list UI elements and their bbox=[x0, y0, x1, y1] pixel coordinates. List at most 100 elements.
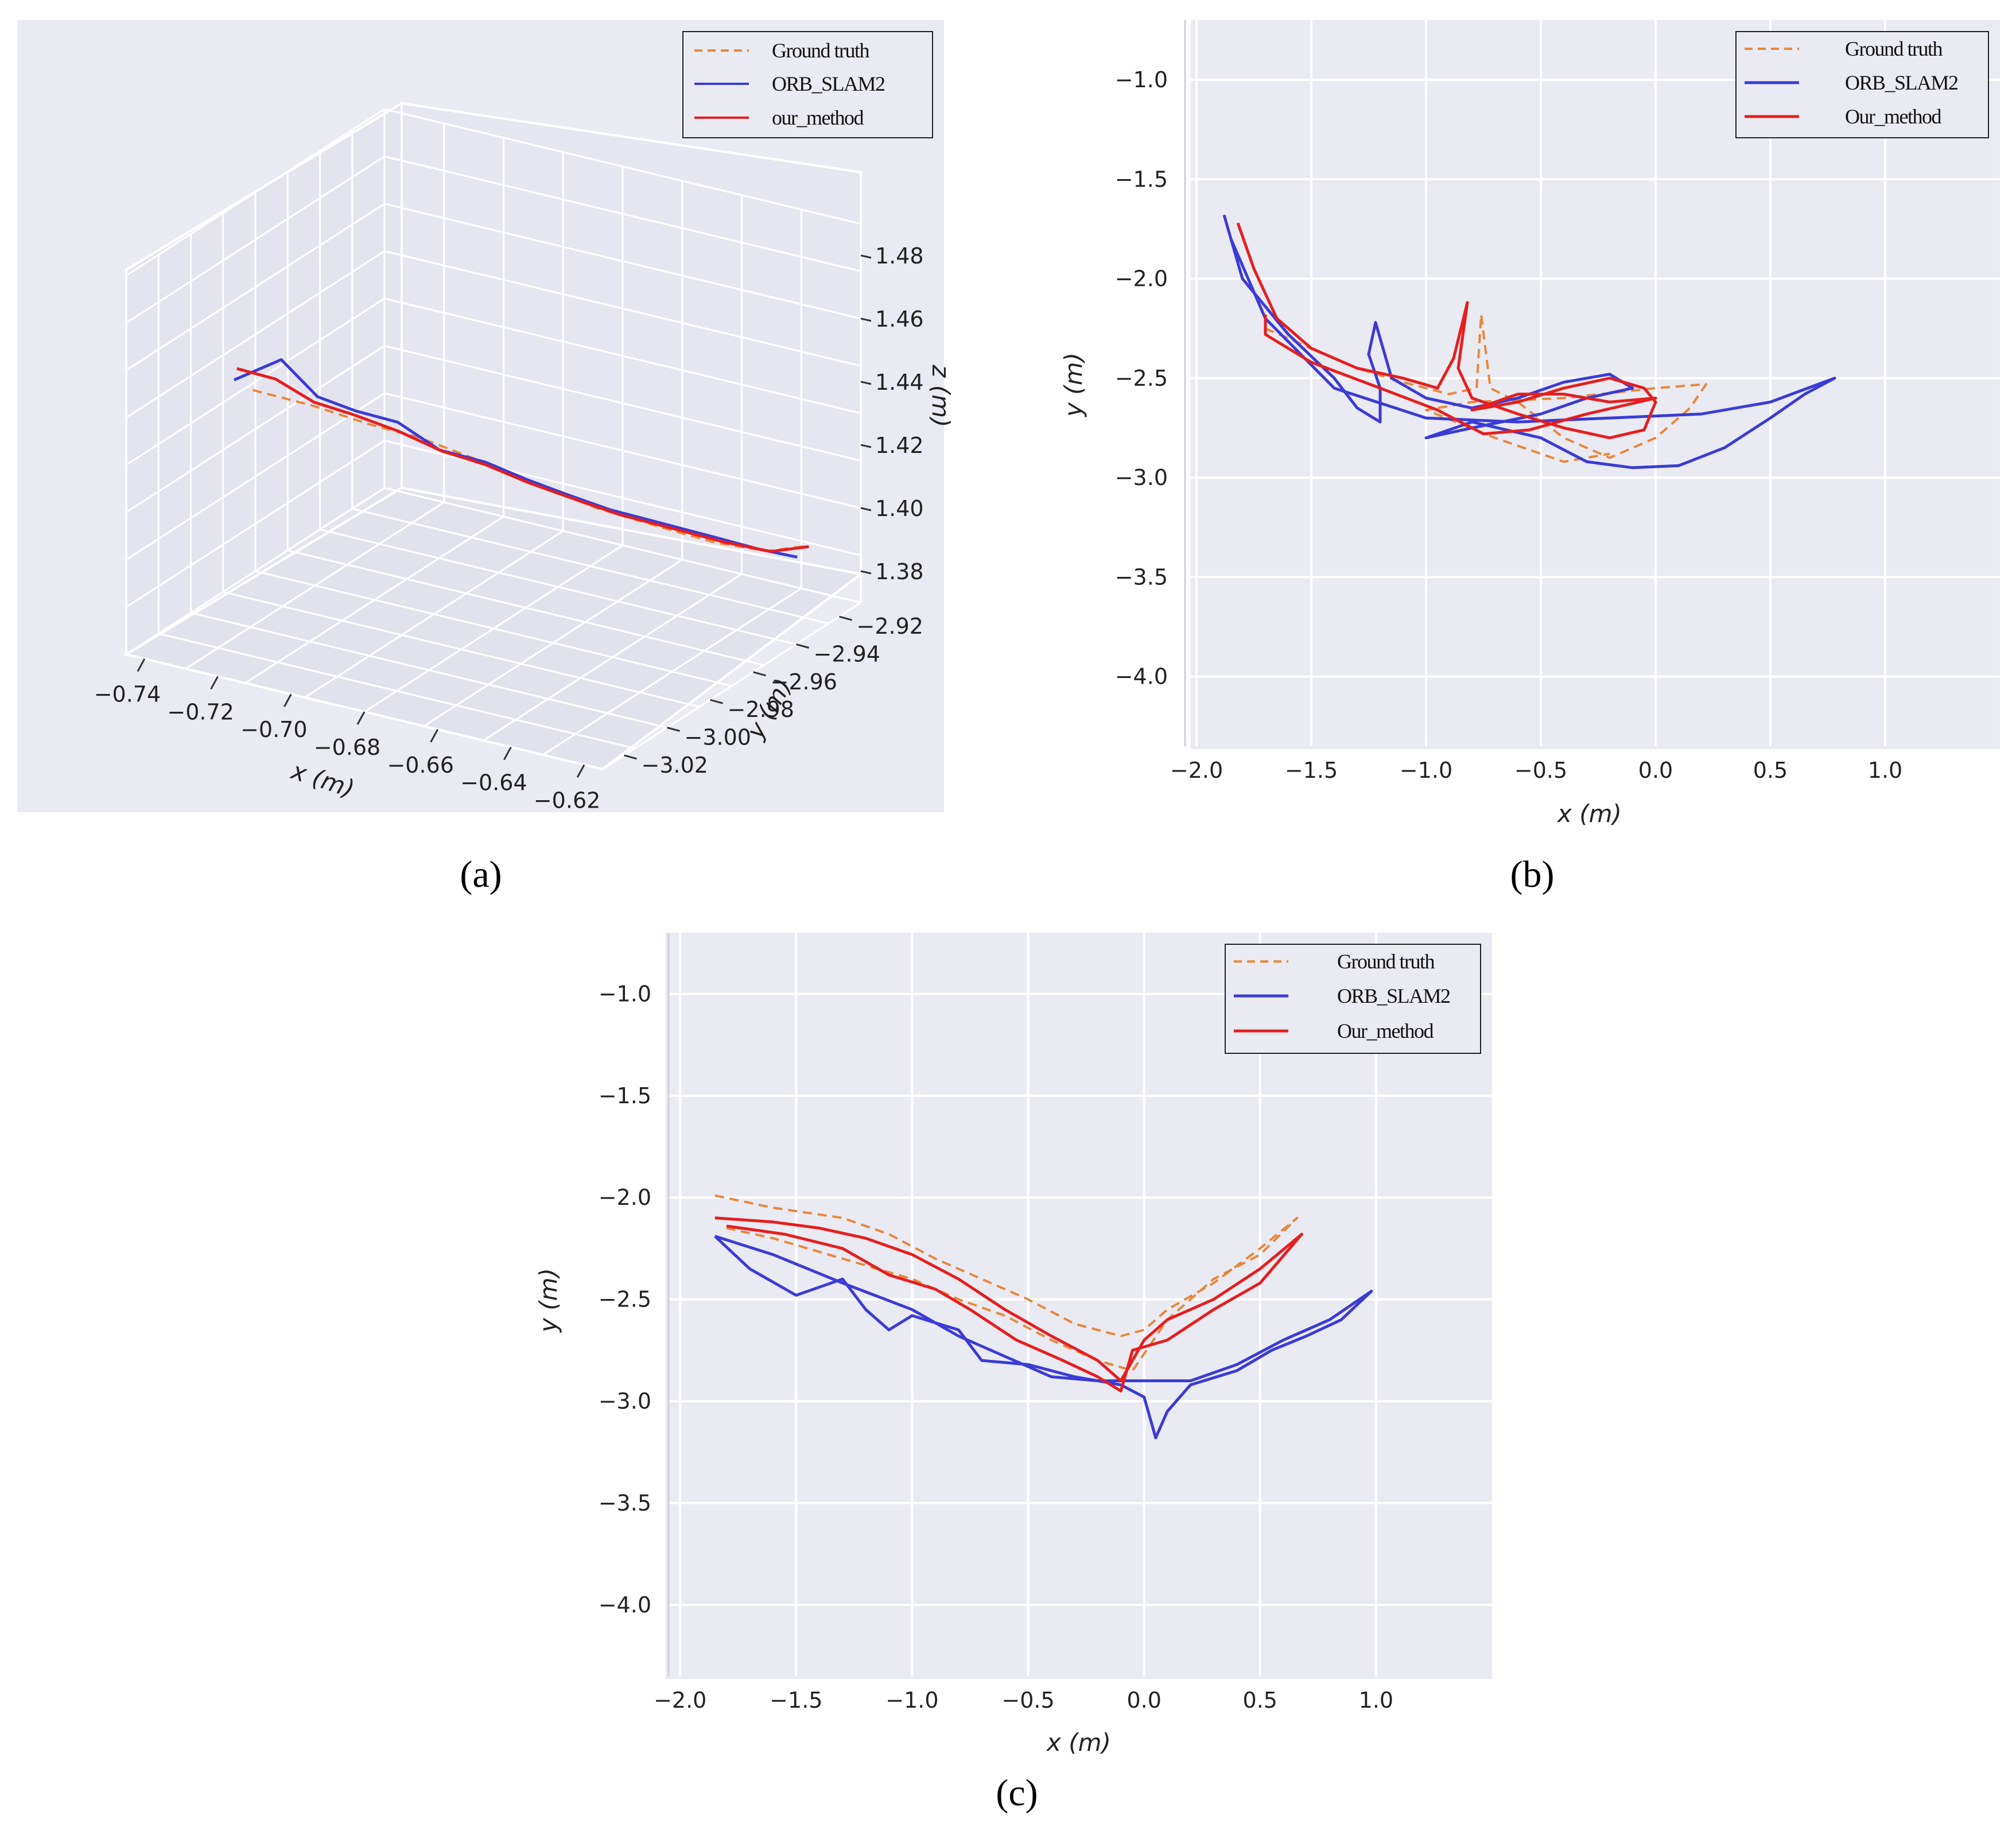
panel-a-legend: Ground truth ORB_SLAM2 our_method bbox=[682, 31, 933, 138]
floor-gridline bbox=[423, 559, 683, 727]
x-tick-label: 0.5 bbox=[1243, 1688, 1277, 1713]
x-tick-label: −2.0 bbox=[654, 1688, 706, 1713]
floor-gridline bbox=[384, 487, 861, 604]
x-tick-label: 1.0 bbox=[1868, 758, 1902, 783]
back-gridline bbox=[384, 108, 861, 225]
z-tick-mark bbox=[860, 444, 872, 448]
y-tick-label: −3.00 bbox=[685, 725, 751, 750]
x-tick-label: 0.5 bbox=[1753, 758, 1788, 783]
x-tick-mark bbox=[283, 693, 292, 707]
panel-b-xlabel: x (m) bbox=[1556, 800, 1622, 828]
panel-b-legend: Ground truth ORB_SLAM2 Our_method bbox=[1735, 31, 1989, 138]
z-tick-label: 1.42 bbox=[875, 433, 924, 458]
y-tick-label: −4.0 bbox=[599, 1592, 651, 1618]
panel-a-zlabel: z (m) bbox=[927, 364, 955, 427]
z-tick-label: 1.48 bbox=[875, 243, 924, 269]
side-gridline bbox=[126, 156, 385, 324]
side-gridline bbox=[126, 108, 385, 277]
y-tick-mark bbox=[667, 727, 680, 732]
panel-c-legend: Ground truth ORB_SLAM2 Our_method bbox=[1225, 944, 1481, 1054]
floor-gridline bbox=[255, 570, 732, 687]
x-tick-label: −0.64 bbox=[460, 770, 527, 796]
series-line-orb-slam2 bbox=[233, 358, 798, 559]
y-tick-label: −1.0 bbox=[599, 981, 651, 1006]
legend-label-ground-truth: Ground truth bbox=[1337, 950, 1435, 973]
panel-a-ticks: −0.74−0.72−0.70 −0.68 −0.66 −0.64 −0.62 −2.92… bbox=[94, 243, 924, 813]
y-tick-mark bbox=[753, 671, 766, 677]
y-tick-label: −2.96 bbox=[771, 669, 837, 695]
y-tick-label: −3.02 bbox=[642, 753, 708, 778]
panel-b-ticks: −2.0 −1.5 −1.0 −0.5 0.0 0.5 1.0 −1.0 −1.5 −2.0 −2.… bbox=[1115, 67, 1903, 783]
x-tick-label: −0.70 bbox=[240, 717, 307, 742]
x-tick-label: −2.0 bbox=[1170, 758, 1223, 783]
legend-label-orb-slam2: ORB_SLAM2 bbox=[772, 72, 885, 95]
panel-b-background bbox=[1191, 20, 2000, 749]
x-tick-label: 0.0 bbox=[1127, 1688, 1161, 1713]
x-tick-label: 0.0 bbox=[1638, 758, 1673, 783]
back-gridline bbox=[384, 203, 861, 320]
legend-label-our-method: Our_method bbox=[1845, 105, 1941, 128]
panel-c-caption: (c) bbox=[996, 1772, 1038, 1814]
x-tick-label: −0.62 bbox=[534, 788, 600, 813]
z-tick-label: 1.44 bbox=[875, 370, 924, 395]
x-tick-label: −1.0 bbox=[885, 1688, 938, 1713]
y-tick-mark bbox=[839, 615, 852, 621]
x-tick-label: −0.72 bbox=[167, 699, 234, 724]
x-tick-label: −1.5 bbox=[1285, 758, 1338, 783]
x-tick-mark bbox=[356, 711, 366, 725]
series-line-our-method bbox=[236, 367, 809, 553]
floor-gridline bbox=[352, 507, 829, 625]
z-tick-mark bbox=[860, 254, 872, 259]
y-tick-mark bbox=[624, 754, 637, 760]
series-line-ground-truth bbox=[1265, 313, 1707, 463]
z-tick-mark bbox=[860, 507, 872, 511]
y-tick-label: −3.0 bbox=[599, 1389, 651, 1414]
z-tick-mark bbox=[860, 570, 872, 575]
y-tick-label: −4.0 bbox=[1115, 664, 1168, 689]
x-tick-label: −0.74 bbox=[94, 682, 161, 707]
y-tick-label: −3.5 bbox=[1115, 564, 1168, 590]
x-tick-label: 1.0 bbox=[1359, 1688, 1393, 1713]
side-gridline bbox=[126, 203, 385, 371]
x-tick-mark bbox=[430, 729, 439, 743]
z-tick-label: 1.46 bbox=[875, 307, 924, 332]
legend-label-our-method: Our_method bbox=[1337, 1019, 1434, 1042]
series-line-ground-truth bbox=[714, 1194, 1299, 1372]
z-tick-label: 1.38 bbox=[875, 559, 924, 584]
legend-label-ground-truth: Ground truth bbox=[772, 39, 869, 62]
panel-b-series bbox=[1222, 214, 1836, 470]
y-tick-label: −2.0 bbox=[599, 1185, 651, 1210]
legend-label-ground-truth: Ground truth bbox=[1845, 37, 1943, 60]
y-tick-label: −3.0 bbox=[1115, 465, 1168, 490]
y-tick-label: −2.0 bbox=[1115, 266, 1168, 292]
x-tick-mark bbox=[576, 764, 585, 778]
panel-b: −2.0 −1.5 −1.0 −0.5 0.0 0.5 1.0 −1.0 −1.5 −2.0 −2.… bbox=[1059, 20, 2000, 895]
x-tick-mark bbox=[137, 658, 146, 672]
floor-gridline bbox=[602, 602, 861, 770]
x-tick-label: −1.5 bbox=[770, 1688, 822, 1713]
x-tick-label: −0.68 bbox=[314, 735, 380, 760]
y-tick-label: −2.92 bbox=[857, 614, 923, 639]
x-tick-label: −0.5 bbox=[1514, 758, 1567, 783]
floor-gridline bbox=[483, 573, 743, 742]
y-tick-label: −2.94 bbox=[814, 642, 880, 667]
y-tick-mark bbox=[796, 643, 809, 649]
back-gridline bbox=[384, 156, 861, 272]
y-tick-label: −2.5 bbox=[1115, 366, 1168, 391]
panel-c-ticks: −2.0 −1.5 −1.0 −0.5 0.0 0.5 1.0 −1.0 −1.5 −2.0 −2.… bbox=[599, 981, 1393, 1713]
panel-c-xlabel: x (m) bbox=[1046, 1728, 1111, 1756]
panel-b-ylabel: y (m) bbox=[1059, 352, 1087, 418]
series-line-our-method bbox=[714, 1216, 1303, 1393]
x-tick-label: −1.0 bbox=[1400, 758, 1452, 783]
y-tick-label: −2.5 bbox=[599, 1287, 651, 1312]
panel-b-caption: (b) bbox=[1510, 854, 1555, 895]
panel-a: −0.74−0.72−0.70 −0.68 −0.66 −0.64 −0.62 −2.92… bbox=[17, 20, 955, 895]
y-tick-label: −1.0 bbox=[1115, 67, 1168, 92]
series-line-our-method bbox=[1236, 222, 1657, 440]
panel-c-ylabel: y (m) bbox=[534, 1268, 562, 1333]
panel-c-grid bbox=[667, 933, 1492, 1676]
floor-gridline bbox=[542, 587, 802, 756]
floor-gridline bbox=[320, 529, 797, 645]
panel-c: −2.0 −1.5 −1.0 −0.5 0.0 0.5 1.0 −1.0 −1.5 −2.0 −2.… bbox=[534, 933, 1492, 1814]
series-line-orb-slam2 bbox=[714, 1235, 1373, 1440]
